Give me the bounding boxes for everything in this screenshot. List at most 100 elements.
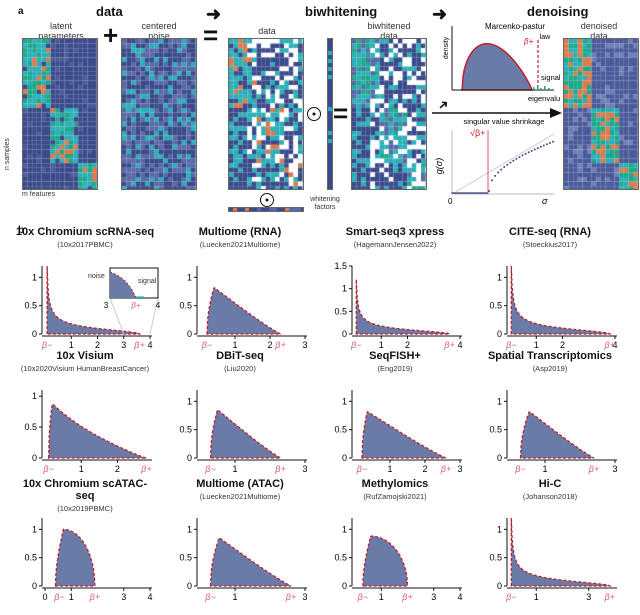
x-tick-label: 3: [457, 464, 462, 474]
signal-eigenvalue-bar: [537, 85, 539, 90]
latent-parameters-heatmap: [22, 38, 98, 190]
beta-minus-label: β−: [204, 592, 215, 602]
shrinkage-point: [509, 161, 512, 164]
mp-title-line2: law: [540, 34, 551, 41]
beta-minus-label: β−: [505, 592, 516, 602]
noise-label: centered noise: [120, 21, 198, 41]
mp-signal-bars: [533, 85, 550, 90]
spectrum-subplot: SeqFISH+ (Eng2019): [320, 350, 470, 373]
spectrum-subplot: 10x Chromium scATAC-seq (10x2019PBMC): [10, 478, 160, 513]
y-tick-label: 0: [32, 581, 37, 591]
inset-beta-plus: β+: [130, 301, 141, 310]
spectrum-plot: 0 0.5 1 1 2 4 β− β+: [489, 265, 618, 350]
beta-minus-label: β−: [357, 592, 368, 602]
hadamard-product-icon: [260, 193, 274, 207]
shrinkage-point: [521, 154, 524, 157]
spectrum-plot: 0 0.5 1 1 3 β− β+: [489, 390, 618, 474]
shrinkage-point: [488, 190, 490, 193]
spectrum-plot: 0 0.5 1 0 1 3 4 β− β+: [24, 518, 153, 602]
y-tick-label: 0.5: [24, 553, 37, 563]
latent-label-line1: latent: [49, 21, 73, 31]
denoised-label: denoised data: [560, 21, 638, 41]
y-tick-label: 0: [497, 329, 502, 339]
inset-x-tick: 4: [156, 301, 160, 310]
x-tick-label: 3: [121, 340, 126, 350]
x-tick-label: 4: [147, 340, 152, 350]
y-tick-label: 1.5: [334, 262, 347, 271]
subplot-title: SeqFISH+: [369, 350, 421, 362]
shrinkage-plot: singular value shrinkage √β+ g(σ) 0 σ: [434, 117, 555, 206]
denoised-heatmap: [563, 38, 639, 190]
section-denoising-title: denoising: [527, 4, 589, 19]
y-tick-label: 0.5: [179, 553, 192, 563]
shrinkage-point: [530, 149, 533, 152]
subplot-reference: (10x2020Visium HumanBreastCancer): [20, 364, 150, 373]
subplot-title: DBiT-seq: [216, 350, 264, 362]
mp-fit-curve: [54, 528, 96, 587]
centered-noise-heatmap: [121, 38, 197, 190]
beta-plus-label: β+: [604, 340, 615, 350]
y-tick-label: 0: [342, 453, 347, 463]
density-area: [210, 409, 281, 458]
x-tick-label: 4: [612, 340, 617, 350]
beta-plus-label: β+: [133, 340, 144, 350]
identity-line: [451, 133, 555, 195]
y-tick-label: 1: [497, 272, 502, 282]
density-area: [511, 266, 610, 334]
x-tick-label: 4: [457, 592, 462, 602]
subplot-reference: (Asp2019): [532, 364, 568, 373]
shrinkage-point: [542, 144, 545, 147]
subplot-reference: (Johanson2018): [522, 492, 578, 501]
x-tick-label: 2: [115, 464, 120, 474]
whitening-factors-line1: whitening: [310, 196, 340, 203]
subplot-reference: (Luecken2021Multiome): [199, 240, 281, 249]
beta-minus-label: β−: [201, 340, 212, 350]
x-tick-label: 2: [405, 340, 410, 350]
section-biwhitening-title: biwhitening: [305, 4, 378, 19]
density-area: [511, 518, 610, 586]
mp-fit-curve: [209, 408, 281, 459]
mp-fit-curve: [362, 535, 409, 587]
data-matrix-label: data: [258, 26, 276, 36]
biwhitened-label-line2: data: [380, 31, 398, 41]
mp-xlabel: eigenvalues: [528, 94, 560, 103]
spectrum-subplot: Spatial Transcriptomics (Asp2019): [475, 350, 625, 373]
density-area: [362, 536, 408, 586]
inset-noise-label: noise: [88, 273, 105, 280]
spectrum-plot: 0 0.5 1 1 3 β− β+: [179, 390, 308, 474]
y-tick-label: 0.5: [489, 553, 502, 563]
density-area: [356, 279, 450, 334]
x-tick-label: 3: [431, 592, 436, 602]
x-tick-label: 3: [121, 592, 126, 602]
y-tick-label: 1: [497, 524, 502, 534]
beta-plus-label: β+: [440, 464, 451, 474]
biwhitened-heatmap: [351, 38, 427, 190]
density-area: [520, 411, 594, 458]
x-tick-label: 3: [586, 592, 591, 602]
x-tick-label: 4: [457, 340, 462, 350]
shrinkage-point: [506, 163, 509, 166]
equals-operator: =: [203, 20, 219, 50]
beta-minus-label: β−: [350, 340, 361, 350]
beta-plus-label: β+: [140, 464, 151, 474]
subplot-title: Hi-C: [538, 478, 562, 490]
spectrum-plot: 0 0.5 1 1 3 β− β+: [489, 517, 617, 602]
shrinkage-point: [515, 157, 518, 160]
shrinkage-points: [451, 140, 554, 194]
y-tick-label: 0: [187, 329, 192, 339]
subplot-reference: (Stoeckius2017): [522, 240, 578, 249]
beta-plus-label: β+: [285, 592, 296, 602]
threshold-label: √β+: [470, 128, 485, 138]
beta-plus-label: β+: [588, 464, 599, 474]
y-tick-label: 1: [497, 396, 502, 406]
y-tick-label: 1: [342, 284, 347, 294]
latent-label-line2: parameters: [38, 31, 84, 41]
subplot-title: Multiome (RNA): [198, 226, 282, 238]
shrinkage-point: [548, 141, 551, 144]
spectrum-subplot: Methylomics (RufZamojski2021): [320, 478, 470, 501]
subplot-title: 10x Chromium scRNA-seq: [15, 226, 155, 238]
x-tick-label: 3: [302, 340, 307, 350]
spectrum-subplot: DBiT-seq (Liu2020): [165, 350, 315, 373]
x-tick-label: 1: [232, 464, 237, 474]
spectrum-subplot: 10x Visium (10x2020Visium HumanBreastCanc…: [10, 350, 160, 373]
